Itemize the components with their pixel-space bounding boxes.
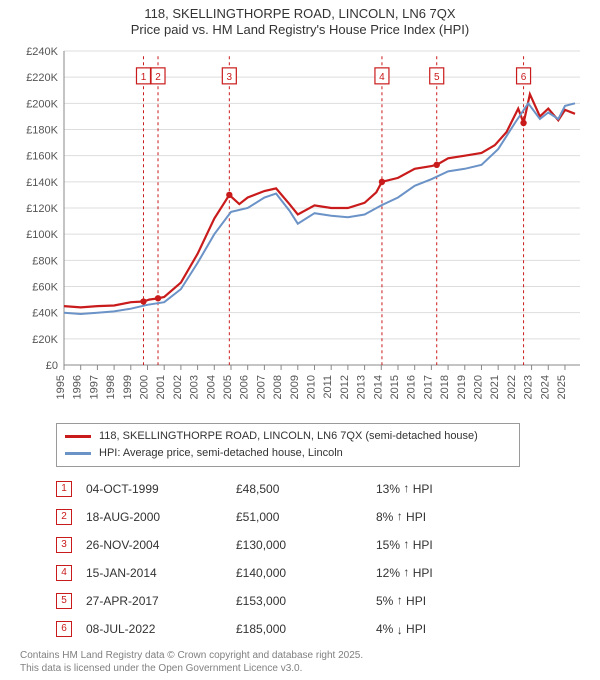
legend-row: HPI: Average price, semi-detached house,… (65, 445, 511, 462)
svg-text:1998: 1998 (105, 375, 117, 399)
sale-date: 27-APR-2017 (86, 594, 236, 608)
sale-date: 26-NOV-2004 (86, 538, 236, 552)
svg-text:1996: 1996 (72, 375, 84, 399)
sale-price: £48,500 (236, 482, 376, 496)
svg-text:2022: 2022 (506, 375, 518, 399)
svg-text:2009: 2009 (289, 375, 301, 399)
legend-label: 118, SKELLINGTHORPE ROAD, LINCOLN, LN6 7… (99, 428, 478, 445)
svg-text:1: 1 (141, 71, 147, 82)
svg-text:£200K: £200K (26, 98, 58, 110)
svg-text:£240K: £240K (26, 46, 58, 58)
svg-text:2023: 2023 (523, 375, 535, 399)
legend-row: 118, SKELLINGTHORPE ROAD, LINCOLN, LN6 7… (65, 428, 511, 445)
title-line2: Price paid vs. HM Land Registry's House … (10, 22, 590, 38)
svg-text:£20K: £20K (32, 333, 58, 345)
svg-text:2006: 2006 (239, 375, 251, 399)
svg-text:2001: 2001 (155, 375, 167, 399)
root: 118, SKELLINGTHORPE ROAD, LINCOLN, LN6 7… (0, 0, 600, 680)
svg-text:£120K: £120K (26, 203, 58, 215)
sale-price: £130,000 (236, 538, 376, 552)
svg-text:2014: 2014 (372, 375, 384, 399)
titles: 118, SKELLINGTHORPE ROAD, LINCOLN, LN6 7… (10, 6, 590, 39)
sale-index: 5 (56, 593, 72, 609)
svg-text:2019: 2019 (456, 375, 468, 399)
svg-text:2010: 2010 (305, 375, 317, 399)
svg-text:2018: 2018 (439, 375, 451, 399)
footer: Contains HM Land Registry data © Crown c… (20, 649, 590, 675)
svg-text:£100K: £100K (26, 229, 58, 241)
chart-svg: £0 £20K £40K £60K £80K £100K £120K £140K £160K £1… (12, 45, 588, 415)
svg-text:3: 3 (227, 71, 233, 82)
sale-index: 4 (56, 565, 72, 581)
footer-line2: This data is licensed under the Open Gov… (20, 662, 590, 675)
svg-text:4: 4 (379, 71, 385, 82)
svg-text:£40K: £40K (32, 307, 58, 319)
sale-price: £51,000 (236, 510, 376, 524)
svg-text:2013: 2013 (356, 375, 368, 399)
sale-index: 3 (56, 537, 72, 553)
legend-swatch (65, 452, 91, 455)
svg-text:2021: 2021 (489, 375, 501, 399)
svg-text:2016: 2016 (406, 375, 418, 399)
sale-date: 08-JUL-2022 (86, 622, 236, 636)
sale-date: 18-AUG-2000 (86, 510, 236, 524)
svg-text:2008: 2008 (272, 375, 284, 399)
sale-date: 15-JAN-2014 (86, 566, 236, 580)
sale-date: 04-OCT-1999 (86, 482, 236, 496)
svg-text:£160K: £160K (26, 150, 58, 162)
sale-index: 2 (56, 509, 72, 525)
svg-text:6: 6 (521, 71, 527, 82)
sale-hpi: 12% ↑ HPI (376, 566, 536, 580)
legend-swatch (65, 435, 91, 438)
svg-text:5: 5 (434, 71, 440, 82)
svg-text:2017: 2017 (422, 375, 434, 399)
svg-text:£0: £0 (46, 360, 58, 372)
svg-text:1995: 1995 (55, 375, 67, 399)
svg-text:2012: 2012 (339, 375, 351, 399)
svg-text:1997: 1997 (88, 375, 100, 399)
sale-price: £140,000 (236, 566, 376, 580)
svg-text:2004: 2004 (205, 375, 217, 399)
svg-text:2011: 2011 (322, 375, 334, 399)
svg-text:2005: 2005 (222, 375, 234, 399)
sale-hpi: 15% ↑ HPI (376, 538, 536, 552)
svg-text:£180K: £180K (26, 124, 58, 136)
sale-price: £185,000 (236, 622, 376, 636)
svg-text:2003: 2003 (189, 375, 201, 399)
svg-text:2015: 2015 (389, 375, 401, 399)
svg-text:2000: 2000 (138, 375, 150, 399)
svg-text:2020: 2020 (472, 375, 484, 399)
sale-hpi: 8% ↑ HPI (376, 510, 536, 524)
svg-text:£140K: £140K (26, 176, 58, 188)
svg-text:2025: 2025 (556, 375, 568, 399)
footer-line1: Contains HM Land Registry data © Crown c… (20, 649, 590, 662)
legend: 118, SKELLINGTHORPE ROAD, LINCOLN, LN6 7… (56, 423, 520, 467)
sale-hpi: 5% ↑ HPI (376, 594, 536, 608)
svg-text:2007: 2007 (255, 375, 267, 399)
sale-index: 1 (56, 481, 72, 497)
svg-text:1999: 1999 (122, 375, 134, 399)
sale-price: £153,000 (236, 594, 376, 608)
sale-index: 6 (56, 621, 72, 637)
title-line1: 118, SKELLINGTHORPE ROAD, LINCOLN, LN6 7… (10, 6, 590, 22)
price-chart: £0 £20K £40K £60K £80K £100K £120K £140K £160K £1… (12, 45, 588, 415)
legend-label: HPI: Average price, semi-detached house,… (99, 445, 343, 462)
svg-text:2: 2 (155, 71, 161, 82)
svg-text:£220K: £220K (26, 72, 58, 84)
svg-text:£80K: £80K (32, 255, 58, 267)
svg-text:2024: 2024 (539, 375, 551, 399)
svg-text:2002: 2002 (172, 375, 184, 399)
sales-table: 1 04-OCT-1999£48,50013% ↑ HPI 2 18-AUG-2000… (56, 481, 590, 637)
sale-hpi: 4% ↓ HPI (376, 622, 536, 636)
svg-text:£60K: £60K (32, 281, 58, 293)
sale-hpi: 13% ↑ HPI (376, 482, 536, 496)
